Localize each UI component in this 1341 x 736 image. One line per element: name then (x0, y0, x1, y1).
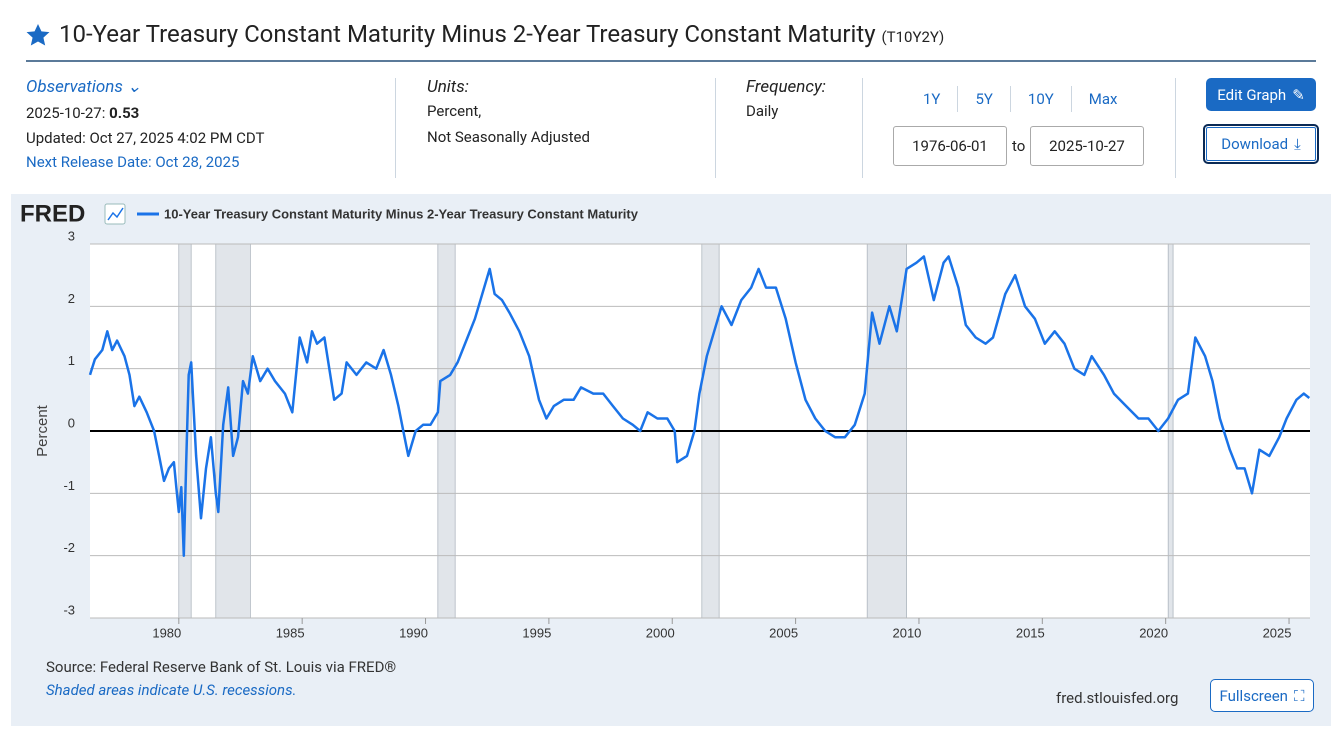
frequency-label: Frequency: (746, 77, 826, 97)
legend-label: 10-Year Treasury Constant Maturity Minus… (164, 206, 639, 221)
obs-date: 2025-10-27: (26, 104, 106, 122)
y-tick-label: 0 (68, 415, 75, 430)
x-tick-label: 2010 (892, 625, 921, 640)
recession-note[interactable]: Shaded areas indicate U.S. recessions. (46, 681, 297, 699)
download-label: Download (1221, 135, 1289, 153)
range-button[interactable]: Max (1070, 86, 1135, 112)
title-text: 10-Year Treasury Constant Maturity Minus… (59, 20, 876, 48)
series-id: (T10Y2Y) (881, 28, 945, 46)
title: 10-Year Treasury Constant Maturity Minus… (59, 20, 944, 48)
graph-icon-line (107, 207, 124, 221)
download-button[interactable]: Download ⤓ (1203, 124, 1319, 164)
separator (715, 78, 716, 178)
range-button[interactable]: 10Y (1009, 86, 1071, 112)
updated: Updated: Oct 27, 2025 4:02 PM CDT (26, 129, 265, 147)
latest-observation: 2025-10-27: 0.53 (26, 104, 139, 122)
range-button[interactable]: 5Y (957, 86, 1009, 112)
y-axis-label: Percent (34, 404, 51, 457)
obs-value: 0.53 (109, 104, 140, 122)
edit-graph-button[interactable]: Edit Graph ✎ (1206, 78, 1316, 111)
y-tick-label: -3 (63, 602, 75, 617)
x-tick-label: 2000 (646, 625, 675, 640)
x-tick-label: 1995 (522, 625, 551, 640)
frequency-value: Daily (746, 102, 779, 120)
source: Source: Federal Reserve Bank of St. Loui… (46, 658, 397, 676)
fullscreen-button[interactable]: Fullscreen ⛶ (1210, 679, 1314, 712)
x-tick-label: 1980 (152, 625, 181, 640)
fred-logo: FRED (20, 200, 85, 227)
x-tick-label: 2020 (1139, 625, 1168, 640)
x-tick-label: 1990 (399, 625, 428, 640)
separator (1175, 78, 1176, 178)
edit-label: Edit Graph (1217, 85, 1287, 104)
y-tick-label: 1 (68, 353, 75, 368)
to-label: to (1012, 137, 1026, 155)
units-label: Units: (427, 77, 469, 97)
x-tick-label: 2005 (769, 625, 798, 640)
range-buttons: 1Y 5Y 10Y Max (906, 86, 1134, 112)
units-line: Percent, (427, 102, 482, 120)
observations-label: Observations (26, 77, 123, 97)
y-tick-label: -1 (63, 478, 75, 493)
x-tick-label: 1985 (276, 625, 305, 640)
next-release[interactable]: Next Release Date: Oct 28, 2025 (26, 153, 240, 171)
start-date[interactable]: 1976-06-01 (893, 126, 1007, 166)
star-icon[interactable] (25, 23, 51, 48)
observations-toggle[interactable]: Observations ⌄ (26, 77, 142, 97)
x-tick-label: 2025 (1263, 625, 1292, 640)
y-tick-label: 3 (68, 228, 75, 243)
separator (862, 78, 863, 178)
fullscreen-label: Fullscreen (1219, 686, 1288, 705)
site-url[interactable]: fred.stlouisfed.org (1056, 689, 1179, 707)
series-line (88, 255, 1311, 557)
separator (395, 78, 396, 178)
chart: FRED Percent -3 -2 -1 0 1 2 3 1980 1985 1990 1995 2… (20, 200, 1311, 640)
chart-panel: FRED Percent -3 -2 -1 0 1 2 3 1980 1985 1990 1995 2… (11, 194, 1331, 726)
units-line: Not Seasonally Adjusted (427, 128, 590, 146)
x-tick-label: 2015 (1016, 625, 1045, 640)
divider (26, 60, 1316, 62)
y-tick-label: -2 (63, 540, 75, 555)
end-date[interactable]: 2025-10-27 (1030, 126, 1144, 166)
range-button[interactable]: 1Y (923, 90, 941, 108)
y-tick-label: 2 (68, 291, 75, 306)
